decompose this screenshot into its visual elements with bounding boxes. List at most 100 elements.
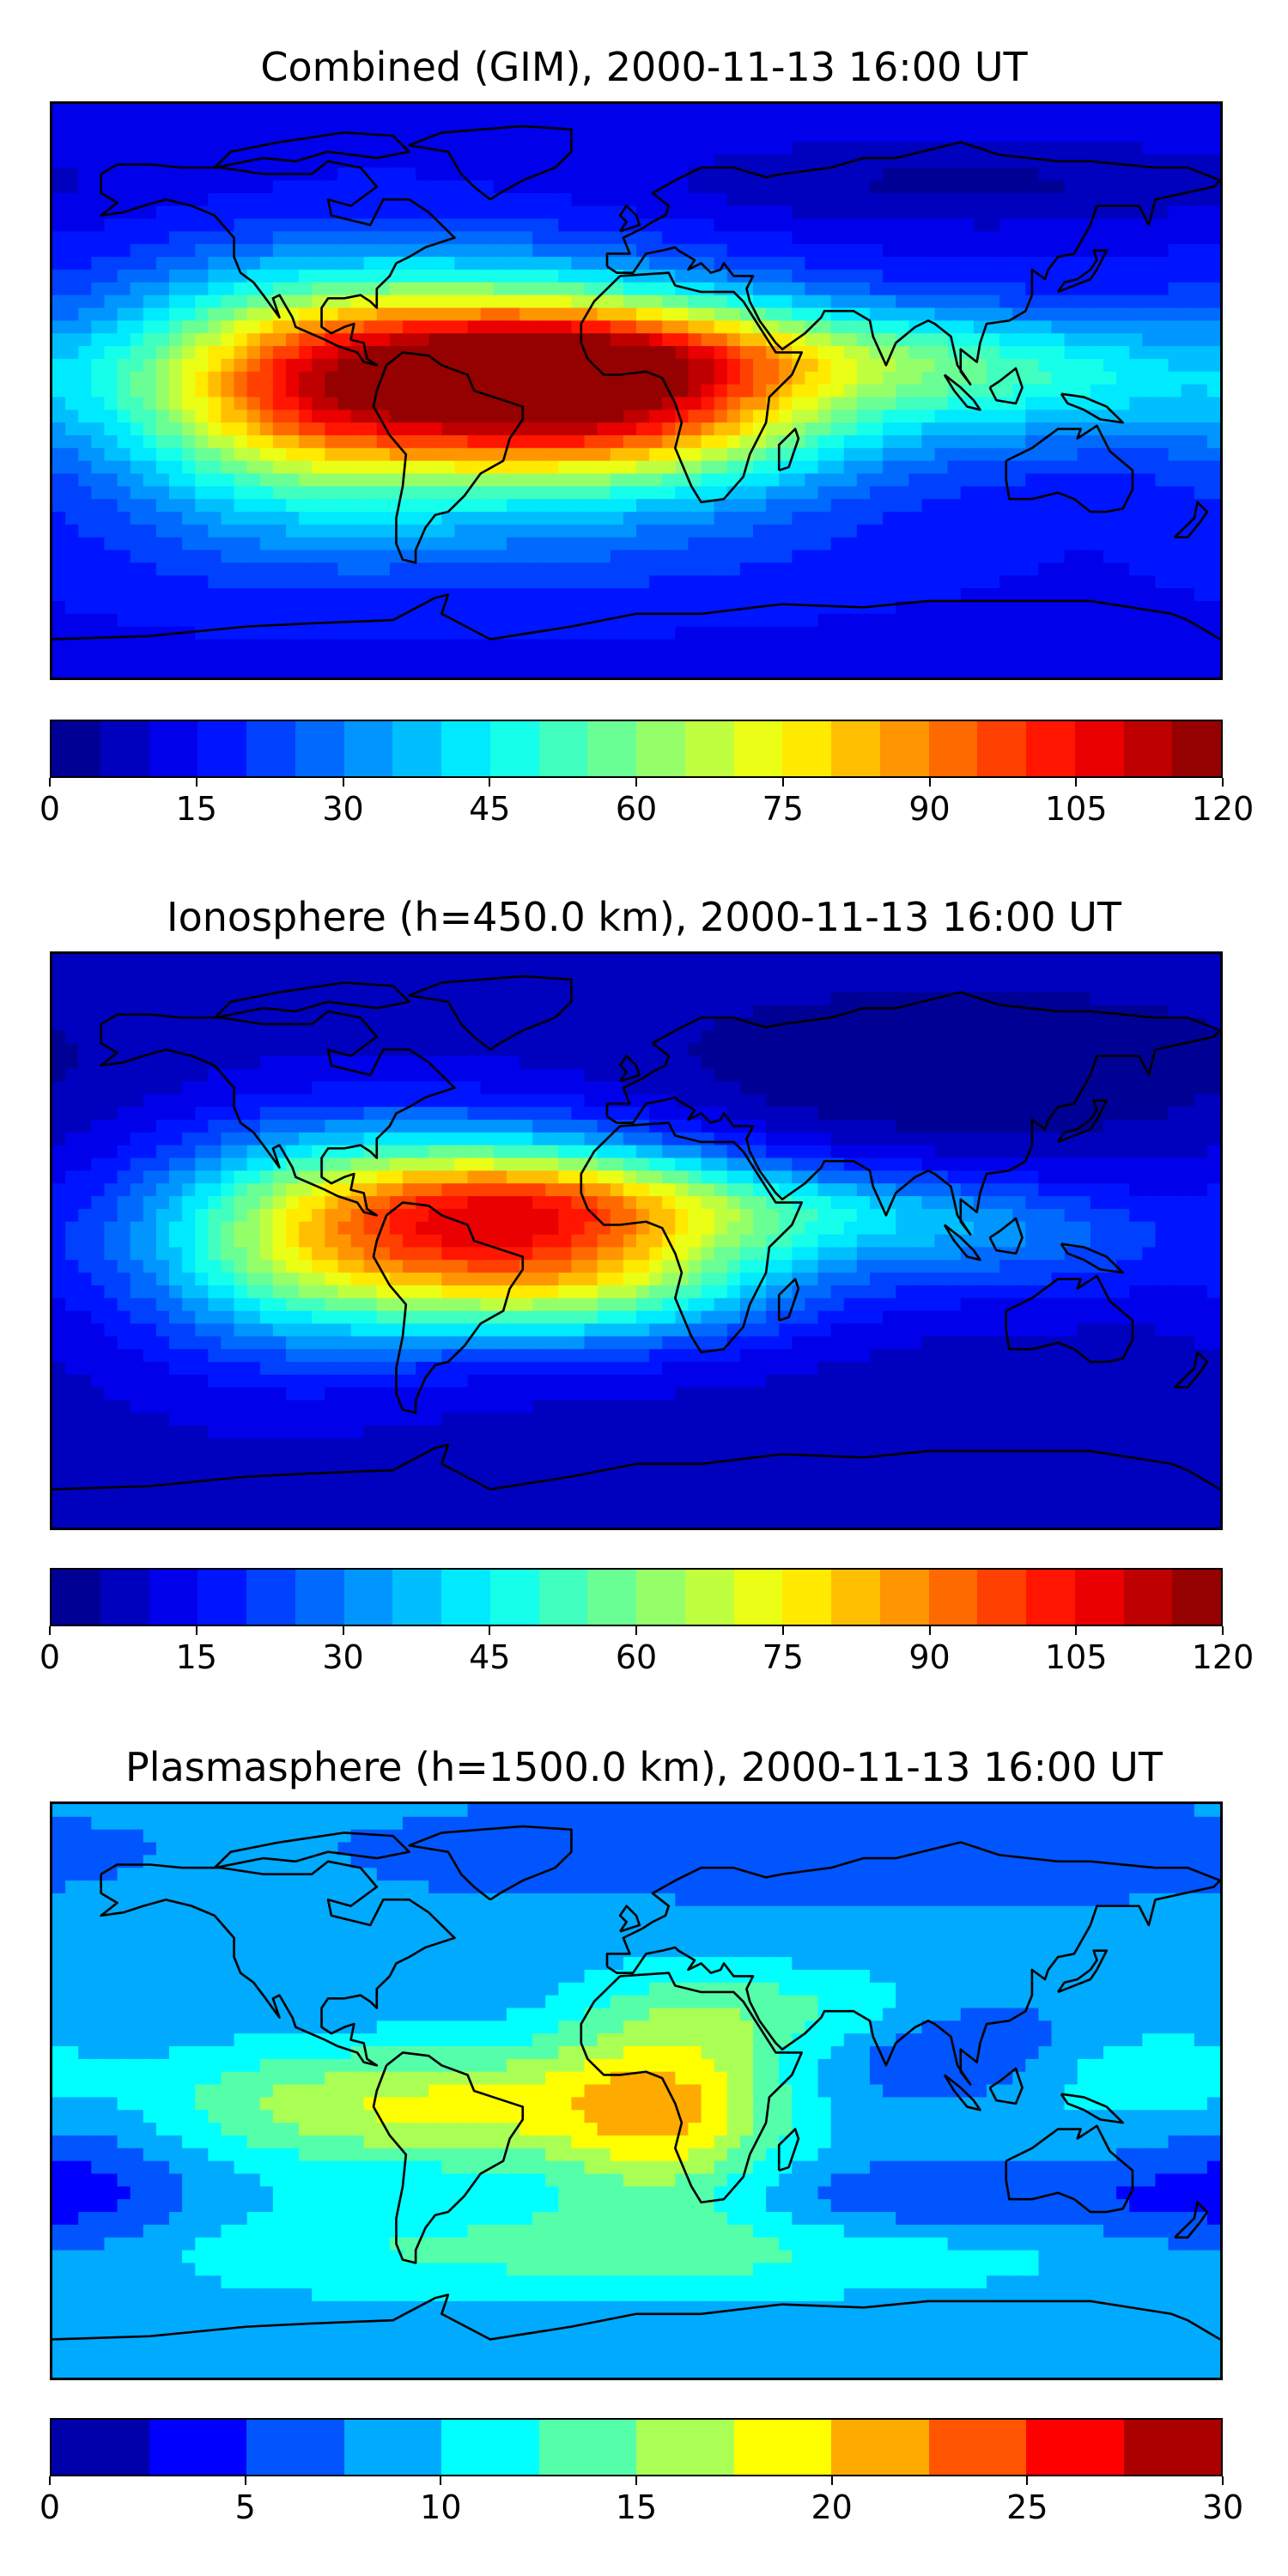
contour-cell xyxy=(78,473,93,488)
contour-cell xyxy=(1064,626,1078,641)
contour-cell xyxy=(130,1362,144,1376)
contour-cell xyxy=(493,410,508,424)
contour-cell xyxy=(649,282,664,296)
contour-cell xyxy=(182,1323,197,1338)
contour-cell xyxy=(286,333,301,348)
contour-cell xyxy=(428,524,443,538)
contour-cell xyxy=(91,486,106,501)
contour-cell xyxy=(701,282,715,296)
contour-cell xyxy=(1129,410,1144,424)
contour-cell xyxy=(908,371,923,386)
contour-cell xyxy=(467,269,482,283)
contour-cell xyxy=(817,142,832,156)
contour-cell xyxy=(532,460,547,475)
contour-cell xyxy=(286,1170,301,1185)
contour-cell xyxy=(908,307,923,322)
contour-cell xyxy=(1090,562,1105,577)
contour-cell xyxy=(272,992,288,1006)
contour-cell xyxy=(921,282,936,296)
contour-cell xyxy=(208,550,222,564)
contour-cell xyxy=(1155,512,1170,526)
contour-cell xyxy=(312,512,326,526)
contour-cell xyxy=(182,1310,197,1325)
contour-cell xyxy=(155,346,171,361)
contour-cell xyxy=(78,371,93,386)
contour-cell xyxy=(843,626,859,641)
contour-cell xyxy=(506,600,521,615)
contour-cell xyxy=(65,473,80,488)
contour-cell xyxy=(1051,652,1066,666)
contour-cell xyxy=(519,524,534,538)
contour-cell xyxy=(856,512,872,526)
contour-cell xyxy=(1194,600,1209,615)
contour-cell xyxy=(817,155,832,169)
contour-cell xyxy=(169,1107,184,1121)
contour-cell xyxy=(91,129,106,143)
contour-cell xyxy=(299,192,313,207)
contour-cell xyxy=(817,600,832,615)
contour-cell xyxy=(1194,180,1209,195)
contour-cell xyxy=(117,1438,131,1453)
contour-cell xyxy=(1077,167,1092,182)
contour-cell xyxy=(169,1323,184,1338)
contour-cell xyxy=(1051,397,1066,411)
contour-cell xyxy=(259,1285,275,1299)
contour-cell xyxy=(91,1119,106,1133)
contour-cell xyxy=(973,155,988,169)
contour-cell xyxy=(896,626,910,641)
contour-cell xyxy=(1103,613,1118,628)
contour-cell xyxy=(921,116,936,131)
contour-cell xyxy=(169,397,184,411)
contour-cell xyxy=(182,180,197,195)
contour-cell xyxy=(779,257,793,271)
contour-cell xyxy=(130,1425,144,1440)
contour-cell xyxy=(325,652,339,666)
contour-cell xyxy=(987,180,1001,195)
contour-cell xyxy=(558,167,573,182)
contour-cell xyxy=(1064,333,1078,348)
contour-cell xyxy=(1116,104,1131,118)
contour-cell xyxy=(78,1196,93,1211)
contour-cell xyxy=(208,639,222,653)
contour-cell xyxy=(155,142,171,156)
contour-cell xyxy=(78,575,93,590)
contour-cell xyxy=(143,1145,158,1159)
contour-cell xyxy=(960,257,975,271)
contour-cell xyxy=(259,550,275,564)
contour-cell xyxy=(169,167,184,182)
contour-cell xyxy=(286,626,301,641)
contour-cell xyxy=(649,600,664,615)
contour-cell xyxy=(65,460,80,475)
contour-cell xyxy=(52,992,67,1006)
contour-cell xyxy=(1103,295,1118,309)
contour-cell xyxy=(454,665,469,677)
contour-cell xyxy=(987,307,1001,322)
contour-cell xyxy=(947,537,962,551)
contour-cell xyxy=(999,167,1014,182)
contour-cell xyxy=(246,1234,261,1249)
contour-cell xyxy=(610,447,625,462)
contour-cell xyxy=(597,473,611,488)
contour-cell xyxy=(1103,129,1118,143)
contour-cell xyxy=(999,333,1014,348)
contour-cell xyxy=(299,307,313,322)
contour-cell xyxy=(480,447,495,462)
contour-cell xyxy=(973,422,988,437)
contour-cell xyxy=(208,1349,222,1364)
contour-cell xyxy=(52,1208,67,1223)
contour-cell xyxy=(571,524,586,538)
contour-cell xyxy=(78,588,93,603)
contour-cell xyxy=(52,1196,67,1211)
contour-cell xyxy=(350,639,365,653)
contour-cell xyxy=(623,434,638,449)
contour-cell xyxy=(532,358,547,373)
contour-cell xyxy=(805,613,819,628)
contour-cell xyxy=(286,512,301,526)
contour-cell xyxy=(739,231,755,246)
contour-cell xyxy=(519,231,534,246)
contour-cell xyxy=(726,180,742,195)
contour-cell xyxy=(1090,282,1105,296)
contour-cell xyxy=(195,652,210,666)
contour-cell xyxy=(143,231,158,246)
contour-cell xyxy=(558,257,573,271)
